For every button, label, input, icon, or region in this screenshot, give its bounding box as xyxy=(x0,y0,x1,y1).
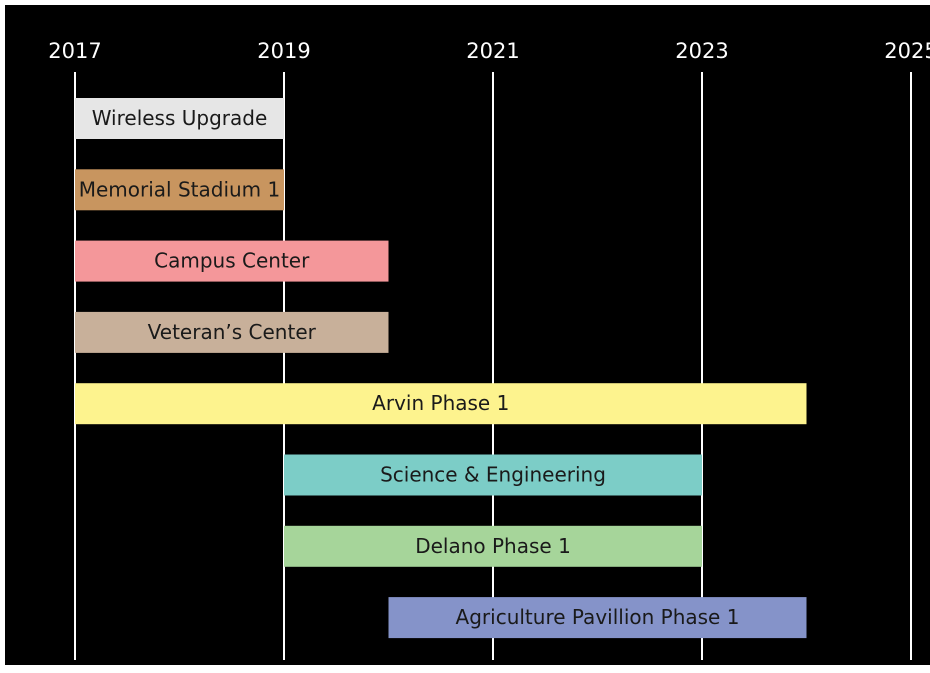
task-label: Campus Center xyxy=(154,249,310,273)
task-bar xyxy=(284,525,702,567)
x-tick-label: 2025 xyxy=(884,39,930,63)
task-label: Agriculture Pavillion Phase 1 xyxy=(456,605,740,629)
task-label: Memorial Stadium 1 xyxy=(79,177,281,201)
task-bar xyxy=(75,169,284,211)
x-tick-label: 2023 xyxy=(675,39,728,63)
task-bar xyxy=(284,454,702,496)
x-tick-label: 2017 xyxy=(48,39,101,63)
task-bar xyxy=(75,383,807,425)
task-label: Arvin Phase 1 xyxy=(372,391,509,415)
x-tick-label: 2019 xyxy=(257,39,310,63)
task-bar xyxy=(75,98,284,139)
task-label: Delano Phase 1 xyxy=(415,534,571,558)
task-label: Wireless Upgrade xyxy=(92,106,268,130)
task-label: Science & Engineering xyxy=(380,463,606,487)
task-bar xyxy=(75,240,389,282)
task-bar xyxy=(75,311,389,353)
x-tick-label: 2021 xyxy=(466,39,519,63)
task-bar xyxy=(388,597,807,639)
task-label: Veteran’s Center xyxy=(148,320,317,344)
